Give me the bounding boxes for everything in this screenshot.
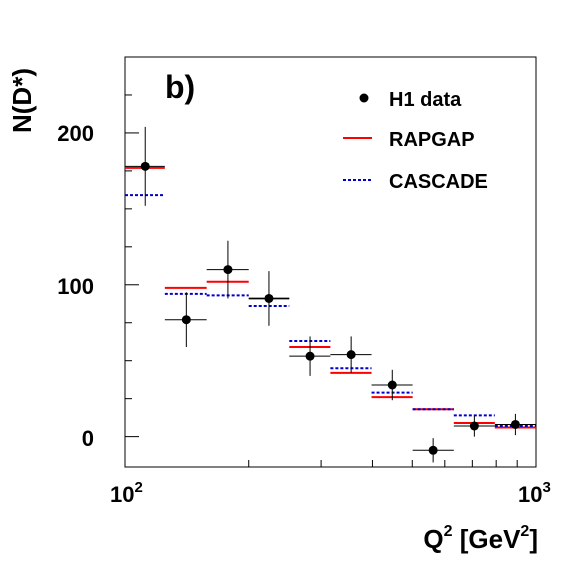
legend-label-h1: H1 data [389,89,462,111]
data-point [428,445,438,455]
plot-frame [124,56,537,468]
axis-ticks [124,94,537,467]
data-point [223,265,233,275]
y-tick-label-200: 200 [57,121,94,146]
data-point [346,350,356,360]
legend-marker-h1 [359,93,369,103]
x-tick-label-100: 102 [110,479,143,507]
series-layer [125,126,536,463]
y-tick-label-0: 0 [82,426,94,451]
x-axis-label: Q2 [GeV2] [423,523,538,554]
data-point [469,421,479,431]
x-tick-label-1000: 103 [518,479,551,507]
data-point [510,419,520,429]
legend-label-rapgap: RAPGAP [389,129,475,151]
data-point [305,351,315,361]
data-point [264,293,274,303]
data-point [140,161,150,171]
y-tick-label-100: 100 [57,274,94,299]
data-point [181,315,191,325]
legend: H1 data RAPGAP CASCADE [343,89,488,193]
panel-label: b) [165,69,195,105]
legend-label-cascade: CASCADE [389,171,488,193]
y-axis-label: N(D*) [7,68,37,133]
data-point [387,380,397,390]
